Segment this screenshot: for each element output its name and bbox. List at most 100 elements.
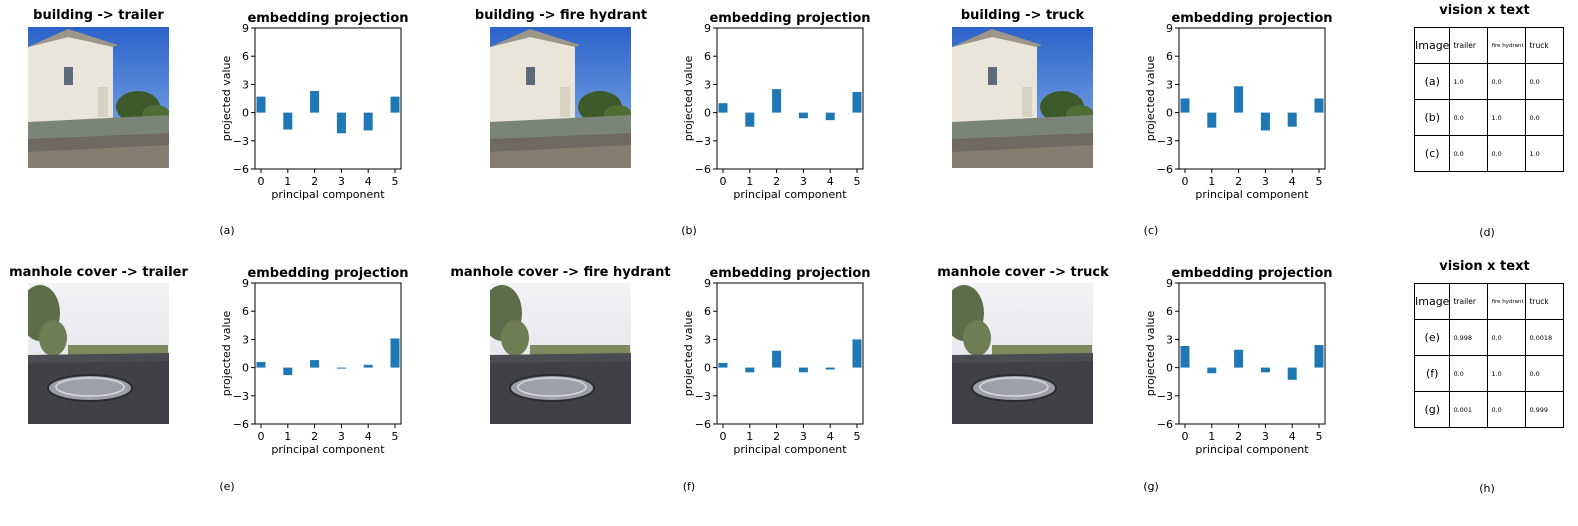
panel-e-title: manhole cover -> trailer <box>9 265 188 280</box>
x-tick-label: 5 <box>1316 430 1323 443</box>
y-tick-label: −3 <box>1157 135 1173 148</box>
x-tick-label: 2 <box>773 175 780 188</box>
bar-pc-2 <box>1234 86 1244 113</box>
building-photo-c <box>952 27 1093 168</box>
chart-title: embedding projection <box>247 11 408 26</box>
x-tick-label: 5 <box>854 430 861 443</box>
y-tick-label: −3 <box>695 135 711 148</box>
bar-pc-3 <box>1260 367 1270 373</box>
y-tick-label: 3 <box>1166 333 1173 346</box>
y-tick-label: 0 <box>242 107 249 120</box>
table-header-row: Image trailer fire hydrant truck <box>1413 27 1565 64</box>
caption-c: (c) <box>1143 224 1159 237</box>
manhole-image <box>490 283 631 424</box>
bar-pc-3 <box>798 367 808 373</box>
bar-pc-1 <box>1207 367 1217 374</box>
row-label: (b) <box>1413 99 1451 136</box>
y-tick-label: 3 <box>242 333 249 346</box>
x-tick-label: 5 <box>392 175 399 188</box>
chart-title: embedding projection <box>1171 266 1332 281</box>
bar-pc-2 <box>772 89 782 113</box>
bar-pc-4 <box>1287 112 1297 127</box>
y-tick-label: 0 <box>1166 362 1173 375</box>
x-tick-label: 2 <box>1235 430 1242 443</box>
cell-truck: 1.0 <box>1525 135 1565 172</box>
cell-trailer: 1.0 <box>1449 63 1489 100</box>
bar-pc-0 <box>1180 98 1190 113</box>
chart-title: embedding projection <box>709 11 870 26</box>
cell-trailer: 0.001 <box>1449 391 1489 428</box>
row-label: (c) <box>1413 135 1451 172</box>
caption-g: (g) <box>1143 480 1159 493</box>
bar-pc-4 <box>363 364 373 368</box>
vision-text-table-d: Image trailer fire hydrant truck (a) 1.0… <box>1413 27 1565 172</box>
x-tick-label: 4 <box>827 175 834 188</box>
vision-text-table-h: Image trailer fire hydrant truck (e) 0.9… <box>1413 283 1565 428</box>
x-tick-label: 0 <box>258 430 265 443</box>
building-photo-a <box>28 27 169 168</box>
bar-pc-5 <box>390 96 400 113</box>
bar-pc-0 <box>256 96 266 113</box>
bar-pc-0 <box>1180 345 1190 368</box>
header-fire-hydrant: fire hydrant <box>1487 283 1527 320</box>
x-tick-label: 2 <box>1235 175 1242 188</box>
x-axis-label: principal component <box>1195 443 1309 456</box>
table-h-title: vision x text <box>1439 259 1530 274</box>
y-axis-label: projected value <box>1144 311 1157 397</box>
cell-truck: 0.0 <box>1525 355 1565 392</box>
y-tick-label: 6 <box>704 305 711 318</box>
y-tick-label: −6 <box>695 418 711 431</box>
row-label: (f) <box>1413 355 1451 392</box>
y-tick-label: 6 <box>242 305 249 318</box>
caption-a: (a) <box>219 224 235 237</box>
caption-h: (h) <box>1479 482 1495 495</box>
y-tick-label: 6 <box>1166 50 1173 63</box>
bar-pc-0 <box>718 103 728 113</box>
cell-truck: 0.0018 <box>1525 319 1565 356</box>
bar-pc-2 <box>772 350 782 368</box>
embedding-projection-chart-a: embedding projection −6 −3 0 3 6 9 0 1 2 3 4 5 princi… <box>220 11 409 201</box>
x-axis-label: principal component <box>733 443 847 456</box>
x-axis-label: principal component <box>271 188 385 201</box>
embedding-projection-chart-g: embedding projection −6 −3 0 3 6 9 0 1 2 3 4 5 princi… <box>1144 266 1333 456</box>
x-tick-label: 0 <box>720 175 727 188</box>
cell-trailer: 0.0 <box>1449 99 1489 136</box>
y-tick-label: −3 <box>233 390 249 403</box>
plot-frame <box>1178 27 1326 170</box>
y-tick-label: 9 <box>242 22 249 35</box>
bar-pc-2 <box>1234 349 1244 368</box>
caption-b: (b) <box>681 224 697 237</box>
panel-a-title: building -> trailer <box>33 8 164 23</box>
panel-g-title: manhole cover -> truck <box>937 265 1109 280</box>
x-tick-label: 4 <box>365 430 372 443</box>
y-axis-label: projected value <box>1144 56 1157 142</box>
building-image <box>490 27 631 168</box>
y-tick-label: 9 <box>1166 22 1173 35</box>
cell-fire-hydrant: 0.0 <box>1487 135 1527 172</box>
plot-frame <box>1178 282 1326 425</box>
y-tick-label: 0 <box>242 362 249 375</box>
bar-pc-4 <box>825 112 835 121</box>
header-image: Image <box>1413 27 1451 64</box>
bar-pc-1 <box>1207 112 1217 128</box>
cell-truck: 0.0 <box>1525 99 1565 136</box>
x-tick-label: 4 <box>365 175 372 188</box>
x-axis-label: principal component <box>1195 188 1309 201</box>
cell-trailer: 0.0 <box>1449 135 1489 172</box>
x-tick-label: 5 <box>392 430 399 443</box>
x-tick-label: 1 <box>746 175 753 188</box>
x-tick-label: 3 <box>1262 175 1269 188</box>
x-tick-label: 2 <box>311 175 318 188</box>
manhole-photo-e <box>28 283 169 424</box>
header-truck: truck <box>1525 27 1565 64</box>
bar-pc-1 <box>283 367 293 376</box>
cell-trailer: 0.998 <box>1449 319 1489 356</box>
bar-pc-4 <box>825 367 835 370</box>
panel-b-title: building -> fire hydrant <box>474 8 648 23</box>
y-tick-label: 9 <box>704 22 711 35</box>
x-tick-label: 1 <box>284 175 291 188</box>
x-tick-label: 0 <box>1182 430 1189 443</box>
x-tick-label: 5 <box>854 175 861 188</box>
x-tick-label: 4 <box>827 430 834 443</box>
y-tick-label: −3 <box>695 390 711 403</box>
